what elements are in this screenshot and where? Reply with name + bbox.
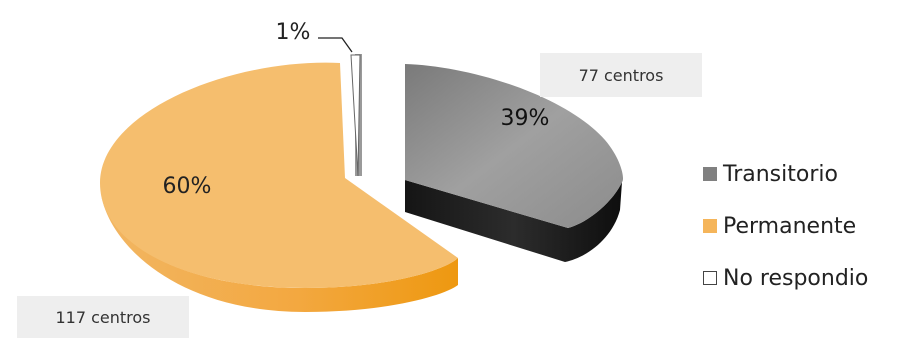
legend-item-transitorio: Transitorio xyxy=(703,148,868,200)
slice-label-permanente: 60% xyxy=(163,174,212,199)
callout-permanente-count: 117 centros xyxy=(17,296,189,338)
legend-swatch-transitorio xyxy=(703,167,717,181)
slice-transitorio xyxy=(405,64,624,262)
slice-transitorio-top xyxy=(405,64,624,228)
slice-permanente-top xyxy=(100,62,458,289)
callout-transitorio-count: 77 centros xyxy=(540,53,702,97)
slice-no-respondio-top xyxy=(350,54,361,177)
legend-item-permanente: Permanente xyxy=(703,200,868,252)
legend-label-transitorio: Transitorio xyxy=(723,161,838,187)
slice-permanente xyxy=(100,62,458,312)
legend-item-no-respondio: No respondio xyxy=(703,252,868,304)
callout-permanente-label: 117 centros xyxy=(55,307,151,327)
legend-swatch-no-respondio xyxy=(703,271,717,285)
leader-line-1pct xyxy=(318,37,353,53)
slice-label-no-respondio: 1% xyxy=(276,20,311,45)
callout-transitorio-label: 77 centros xyxy=(578,65,664,85)
slice-transitorio-side xyxy=(405,180,622,262)
slice-permanente-side xyxy=(100,183,458,312)
slice-label-transitorio: 39% xyxy=(501,106,550,131)
legend-label-permanente: Permanente xyxy=(723,213,857,239)
legend-swatch-permanente xyxy=(703,219,717,233)
slice-no-respondio xyxy=(350,54,362,177)
chart-legend: Transitorio Permanente No respondio xyxy=(703,148,868,304)
legend-label-no-respondio: No respondio xyxy=(723,265,869,291)
